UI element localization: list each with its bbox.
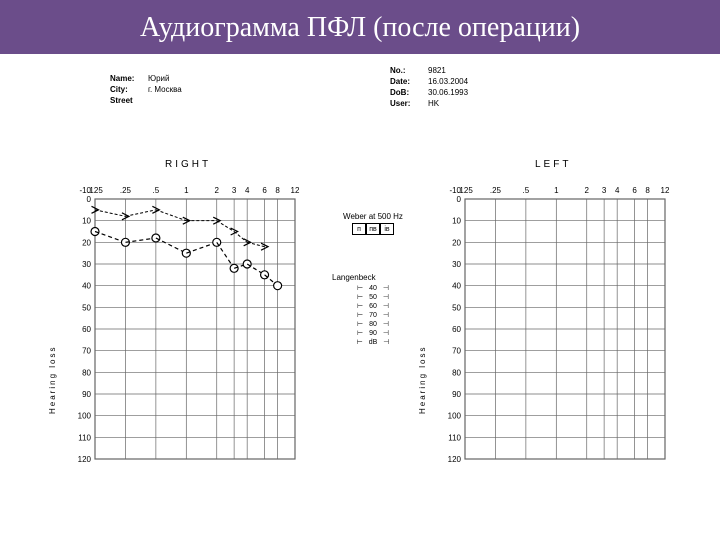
svg-text:0: 0 — [87, 195, 92, 204]
weber-box-2: ів — [380, 223, 394, 235]
ear-label-right: RIGHT — [165, 159, 211, 170]
svg-text:12: 12 — [291, 186, 300, 195]
y-axis-title-left: Hearing loss — [418, 346, 427, 414]
langenbeck-row: ⊢60⊣ — [318, 302, 428, 310]
weber-box-0: п — [352, 223, 366, 235]
svg-text:12: 12 — [661, 186, 670, 195]
svg-text:40: 40 — [82, 282, 91, 291]
langenbeck-row: ⊢90⊣ — [318, 329, 428, 337]
svg-text:20: 20 — [82, 238, 91, 247]
svg-text:120: 120 — [448, 455, 462, 464]
center-column: Weber at 500 Hz п пв ів Langenbeck ⊢40⊣⊢… — [318, 212, 428, 347]
svg-text:4: 4 — [615, 186, 620, 195]
svg-text:4: 4 — [245, 186, 250, 195]
svg-text:3: 3 — [602, 186, 607, 195]
audiogram-left: 0102030405060708090100110120-10.125.25.5… — [445, 179, 685, 479]
langenbeck-row: ⊢70⊣ — [318, 311, 428, 319]
svg-text:8: 8 — [645, 186, 650, 195]
svg-text:.25: .25 — [490, 186, 502, 195]
svg-text:30: 30 — [82, 260, 91, 269]
svg-text:80: 80 — [452, 368, 461, 377]
svg-text:80: 80 — [82, 368, 91, 377]
svg-text:10: 10 — [82, 217, 91, 226]
label-city: City: — [110, 85, 148, 94]
svg-text:1: 1 — [184, 186, 189, 195]
svg-text:8: 8 — [275, 186, 280, 195]
svg-text:70: 70 — [452, 347, 461, 356]
svg-text:110: 110 — [78, 433, 91, 442]
svg-text:.5: .5 — [153, 186, 160, 195]
svg-text:110: 110 — [448, 433, 461, 442]
svg-text:.125: .125 — [87, 186, 103, 195]
content-area: Name:Юрий City:г. Москва Street No.:9821… — [0, 54, 720, 540]
langenbeck-row: ⊢40⊣ — [318, 284, 428, 292]
weber-boxes: п пв ів — [318, 223, 428, 235]
svg-text:2: 2 — [585, 186, 590, 195]
value-name: Юрий — [148, 74, 169, 83]
label-name: Name: — [110, 74, 148, 83]
label-dob: DoB: — [390, 88, 428, 97]
audiogram-right: 0102030405060708090100110120-10.125.25.5… — [75, 179, 315, 479]
svg-text:90: 90 — [452, 390, 461, 399]
svg-text:60: 60 — [82, 325, 91, 334]
svg-text:1: 1 — [554, 186, 559, 195]
weber-box-1: пв — [366, 223, 380, 235]
y-axis-title-right: Hearing loss — [48, 346, 57, 414]
ear-label-left: LEFT — [535, 159, 571, 170]
slide-header: Аудиограмма ПФЛ (после операции) — [0, 0, 720, 54]
value-date: 16.03.2004 — [428, 77, 468, 86]
langenbeck-title: Langenbeck — [318, 273, 428, 282]
label-no: No.: — [390, 66, 428, 75]
value-no: 9821 — [428, 66, 446, 75]
svg-text:.25: .25 — [120, 186, 132, 195]
langenbeck-rows: ⊢40⊣⊢50⊣⊢60⊣⊢70⊣⊢80⊣⊢90⊣⊢dB⊣ — [318, 284, 428, 346]
svg-text:90: 90 — [82, 390, 91, 399]
svg-text:50: 50 — [82, 303, 91, 312]
patient-info-left: Name:Юрий City:г. Москва Street — [110, 74, 182, 107]
svg-text:100: 100 — [448, 412, 462, 421]
svg-text:0: 0 — [457, 195, 462, 204]
svg-text:70: 70 — [82, 347, 91, 356]
svg-text:6: 6 — [632, 186, 637, 195]
value-user: HK — [428, 99, 439, 108]
langenbeck-row: ⊢dB⊣ — [318, 338, 428, 346]
value-dob: 30.06.1993 — [428, 88, 468, 97]
svg-text:100: 100 — [78, 412, 92, 421]
label-date: Date: — [390, 77, 428, 86]
svg-text:20: 20 — [452, 238, 461, 247]
svg-text:60: 60 — [452, 325, 461, 334]
svg-text:120: 120 — [78, 455, 92, 464]
svg-text:.125: .125 — [457, 186, 473, 195]
patient-info-right: No.:9821 Date:16.03.2004 DoB:30.06.1993 … — [390, 66, 468, 110]
weber-title: Weber at 500 Hz — [318, 212, 428, 221]
value-city: г. Москва — [148, 85, 182, 94]
svg-text:3: 3 — [232, 186, 237, 195]
langenbeck-row: ⊢80⊣ — [318, 320, 428, 328]
svg-text:.5: .5 — [523, 186, 530, 195]
svg-text:50: 50 — [452, 303, 461, 312]
svg-text:2: 2 — [215, 186, 220, 195]
label-street: Street — [110, 96, 148, 105]
svg-text:10: 10 — [452, 217, 461, 226]
langenbeck-row: ⊢50⊣ — [318, 293, 428, 301]
slide-title: Аудиограмма ПФЛ (после операции) — [140, 12, 580, 43]
svg-text:40: 40 — [452, 282, 461, 291]
svg-text:30: 30 — [452, 260, 461, 269]
label-user: User: — [390, 99, 428, 108]
svg-text:6: 6 — [262, 186, 267, 195]
